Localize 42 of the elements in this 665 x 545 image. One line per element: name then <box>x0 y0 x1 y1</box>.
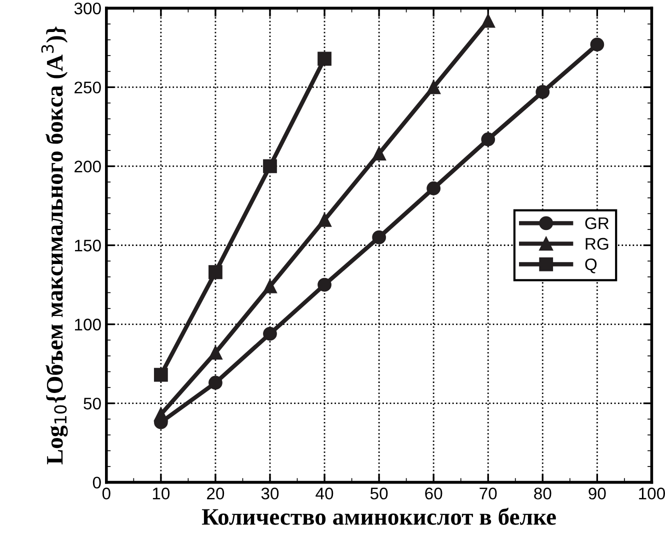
legend-label: RG <box>586 238 608 250</box>
point <box>208 376 222 390</box>
x-tick-label: 10 <box>152 488 170 500</box>
legend-label: Q <box>585 258 597 274</box>
x-axis-title: Количество аминокислот в белке <box>202 508 556 525</box>
point <box>536 84 550 99</box>
point <box>590 38 604 52</box>
y-tick-label: 100 <box>75 318 101 330</box>
point <box>154 368 168 382</box>
x-tick-label: 30 <box>261 488 279 500</box>
x-tick-label: 20 <box>207 488 224 500</box>
y-tick-label: 150 <box>75 240 101 252</box>
x-tick-label: 100 <box>639 488 665 500</box>
y-tick-label: 250 <box>74 82 101 94</box>
point <box>426 181 441 196</box>
point <box>263 326 277 341</box>
point <box>208 265 222 280</box>
point <box>372 230 386 244</box>
x-tick-label: 80 <box>534 488 552 500</box>
point <box>318 278 332 292</box>
point <box>208 346 222 360</box>
point <box>372 146 386 161</box>
y-tick-label: 0 <box>92 476 101 489</box>
point <box>263 159 277 174</box>
point <box>481 14 496 28</box>
point <box>426 80 441 94</box>
y-tick-label: 200 <box>74 160 101 172</box>
point <box>318 52 332 66</box>
y-axis-title: Log$_{10}${Объем максимального бокса (A$^{3}$)} <box>41 26 68 464</box>
point <box>263 279 277 294</box>
y-tick-label: 300 <box>74 2 101 14</box>
point <box>154 407 168 422</box>
legend-label: GR <box>585 217 609 230</box>
y-tick-label: 50 <box>84 398 101 410</box>
point <box>318 213 332 227</box>
x-tick-label: 60 <box>425 488 442 500</box>
x-tick-label: 70 <box>480 488 497 500</box>
x-tick-label: 40 <box>316 488 334 500</box>
point <box>481 132 496 146</box>
x-tick-label: 90 <box>588 488 606 500</box>
x-tick-label: 0 <box>102 488 110 500</box>
x-tick-label: 50 <box>370 488 388 500</box>
